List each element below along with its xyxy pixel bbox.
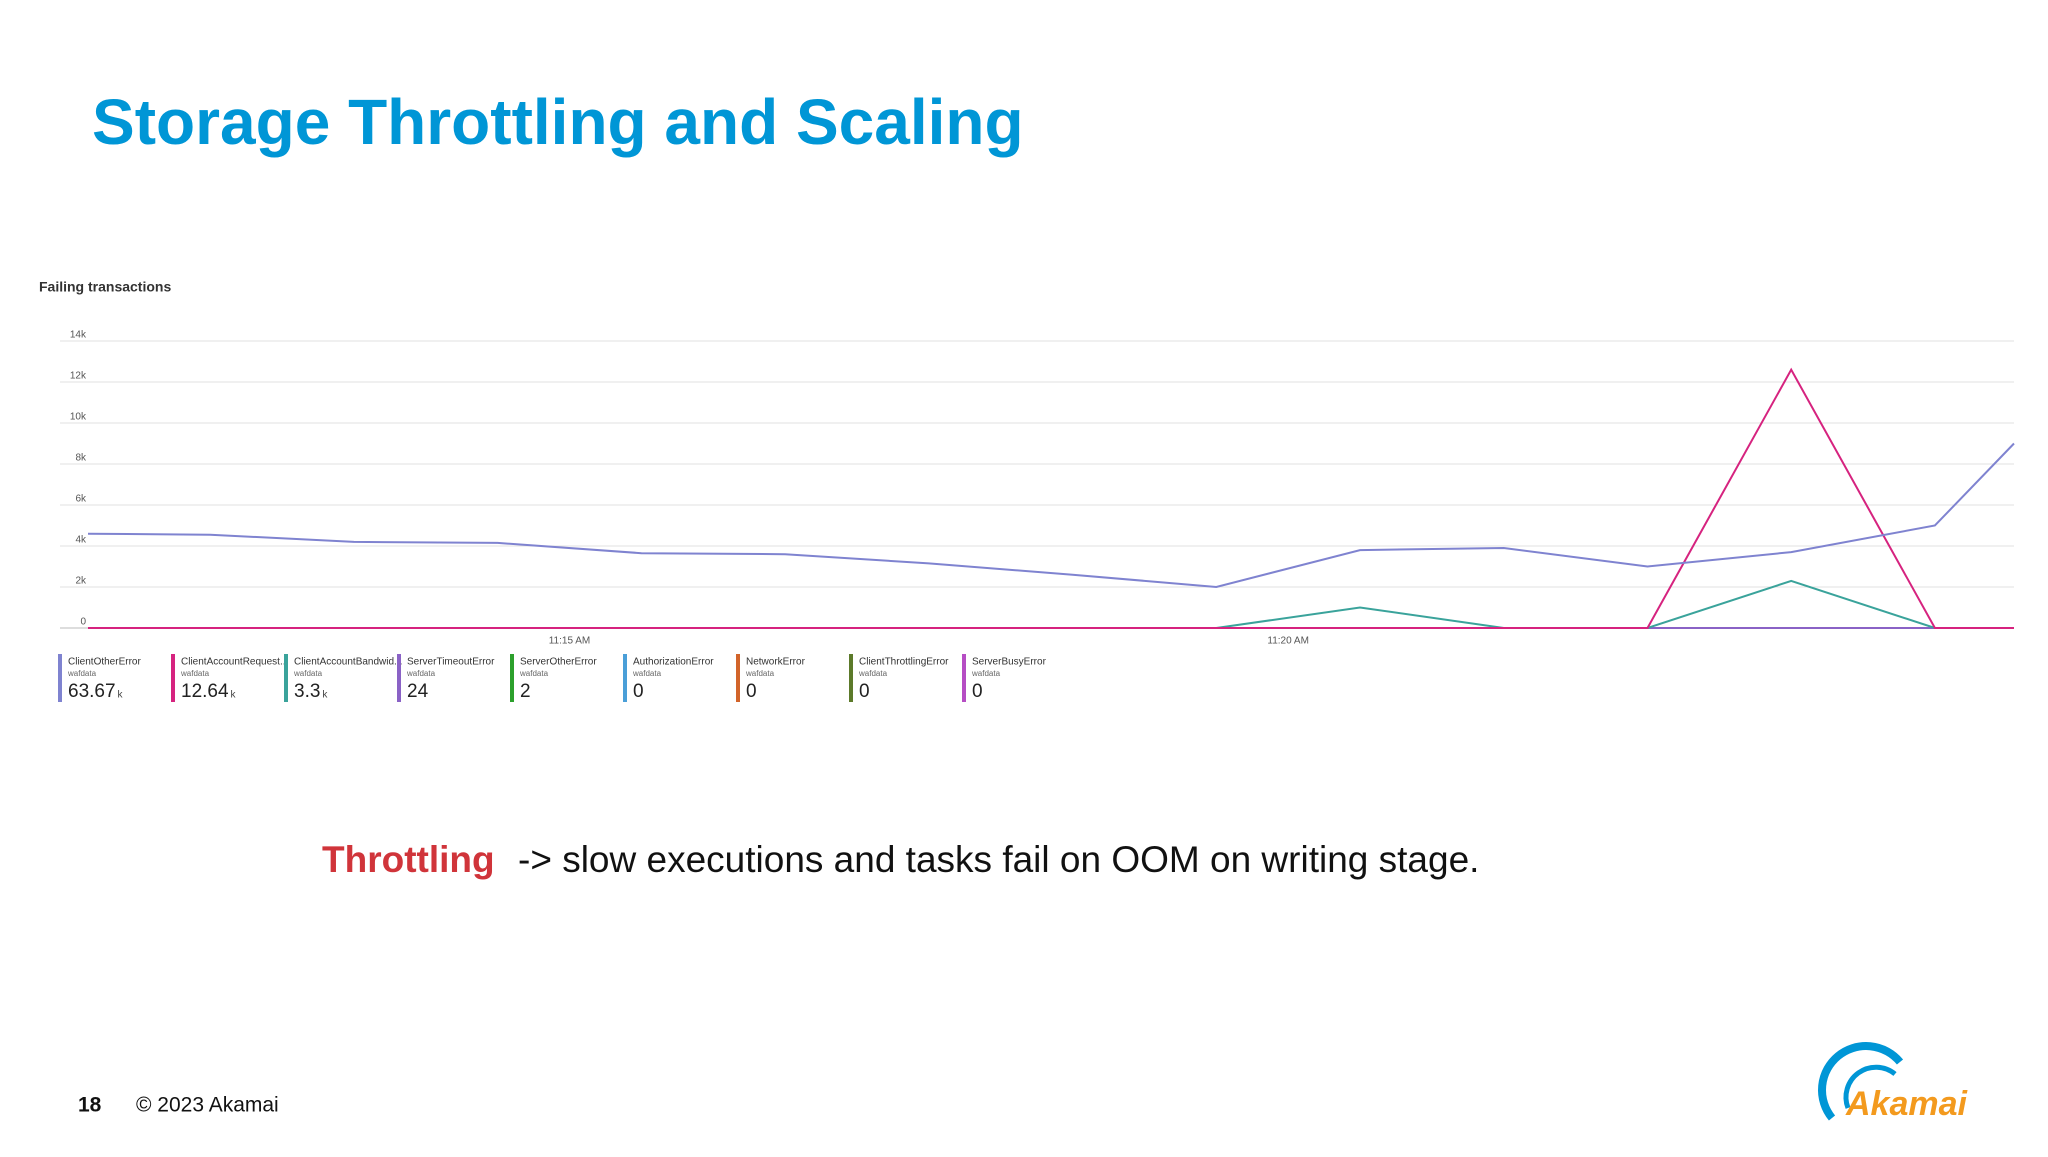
legend-source: wafdata (406, 669, 436, 678)
legend-swatch (58, 654, 62, 702)
copyright: © 2023 Akamai (136, 1094, 279, 1117)
legend-name: ServerOtherError (520, 657, 597, 668)
caption-highlight: Throttling (322, 839, 495, 880)
legend-swatch (171, 654, 175, 702)
legend-source: wafdata (67, 669, 97, 678)
y-tick-label: 6k (75, 494, 87, 505)
legend-unit: k (322, 690, 328, 701)
legend-source: wafdata (971, 669, 1001, 678)
legend-name: ServerBusyError (972, 657, 1047, 668)
y-tick-label: 0 (80, 617, 86, 628)
legend-total: 2 (520, 681, 531, 702)
logo-text: Akamai (1845, 1085, 1969, 1123)
logo-arc (1817, 1041, 1904, 1121)
legend-source: wafdata (180, 669, 210, 678)
legend-total: 0 (746, 681, 757, 702)
legend-source: wafdata (858, 669, 888, 678)
slide-title: Storage Throttling and Scaling (92, 86, 1024, 158)
legend-source: wafdata (519, 669, 549, 678)
legend-source: wafdata (293, 669, 323, 678)
legend-source: wafdata (745, 669, 775, 678)
legend-source: wafdata (632, 669, 662, 678)
legend-name: ClientAccountRequest... (181, 657, 288, 668)
legend-name: ClientThrottlingError (859, 657, 949, 668)
legend-swatch (849, 654, 853, 702)
series-line (88, 367, 2014, 629)
legend-unit: k (118, 690, 124, 701)
legend-swatch (510, 654, 514, 702)
y-tick-label: 4k (75, 535, 87, 546)
x-tick-label: 11:20 AM (1267, 636, 1309, 647)
legend-swatch (736, 654, 740, 702)
legend-swatch (397, 654, 401, 702)
logo-arc (1843, 1064, 1897, 1109)
legend-unit: k (231, 690, 237, 701)
y-tick-label: 10k (70, 412, 87, 423)
legend-swatch (962, 654, 966, 702)
series-line (88, 579, 2014, 629)
legend-total: 63.67 (68, 681, 116, 702)
legend-swatch (284, 654, 288, 702)
legend-total: 24 (407, 681, 429, 702)
legend-name: ClientAccountBandwid... (294, 657, 402, 668)
legend-total: 3.3 (294, 681, 320, 702)
y-tick-label: 12k (70, 371, 87, 382)
legend-name: ServerTimeoutError (407, 657, 495, 668)
series-line (87, 442, 2015, 589)
y-tick-label: 14k (70, 330, 87, 341)
legend-name: AuthorizationError (633, 657, 714, 668)
y-tick-label: 2k (75, 576, 87, 587)
legend-total: 0 (633, 681, 644, 702)
page-number: 18 (78, 1094, 102, 1117)
legend-total: 0 (859, 681, 870, 702)
legend-swatch (623, 654, 627, 702)
caption-text: -> slow executions and tasks fail on OOM… (518, 839, 1479, 880)
legend-total: 0 (972, 681, 983, 702)
legend-name: NetworkError (746, 657, 806, 668)
x-tick-label: 11:15 AM (549, 636, 591, 647)
y-tick-label: 8k (75, 453, 87, 464)
chart-title: Failing transactions (39, 279, 171, 295)
legend-total: 12.64 (181, 681, 229, 702)
legend-name: ClientOtherError (68, 657, 141, 668)
